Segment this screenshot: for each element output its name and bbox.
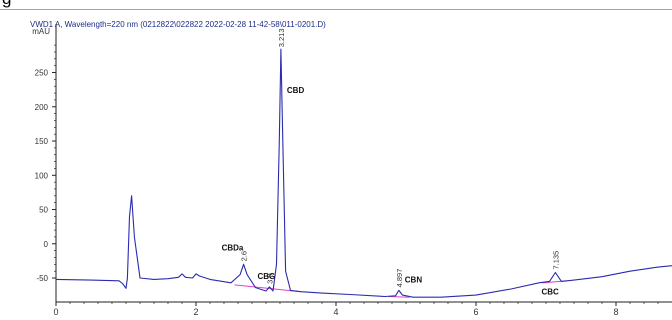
x-tick-label: 4 [333,307,338,317]
x-tick-label: 8 [613,307,618,317]
y-tick-label: 250 [35,69,49,78]
peak-rt-label: 3.0 [266,273,275,283]
x-tick-label: 2 [193,307,198,317]
peak-rt-label: 2.6 [240,251,249,261]
chromatogram-window: VWD1 A, Wavelength=220 nm (0212822\02282… [0,9,672,320]
y-tick-label: 200 [35,103,49,112]
y-tick-label: 100 [35,171,49,180]
y-tick-label: 50 [39,206,48,215]
peak-name-label: CBDa [222,243,244,252]
y-axis-label: mAU [32,27,50,36]
peak-rt-label: 4.897 [395,269,404,288]
chromatogram-trace [55,48,672,298]
top-strip: g [0,0,672,9]
y-tick-label: -50 [36,274,48,283]
y-tick-label: 150 [35,137,49,146]
integration-baseline [388,296,410,298]
top-strip-text: g [2,0,11,9]
x-tick-label: 6 [473,307,478,317]
x-tick-label: 0 [53,307,58,317]
peak-name-label: CBD [287,86,305,95]
y-tick-label: 0 [44,240,49,249]
peak-rt-label: 7.135 [551,251,560,270]
peak-name-label: CBG [258,272,276,281]
peak-name-label: CBN [405,275,423,284]
peak-name-label: CBC [541,288,559,297]
peak-rt-label: 3.213 [277,28,286,47]
trace-title: VWD1 A, Wavelength=220 nm (0212822\02282… [30,20,326,29]
